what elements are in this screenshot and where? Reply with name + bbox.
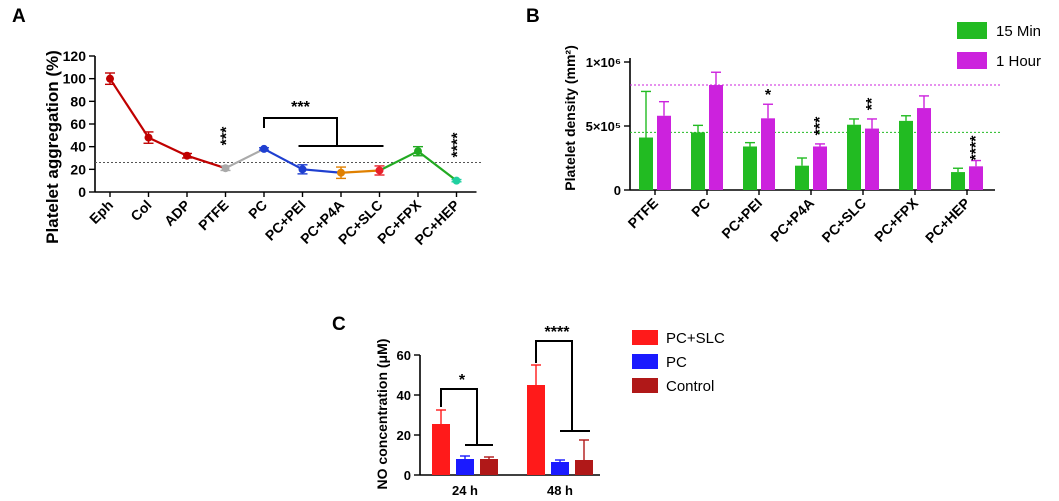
chart-b-bar xyxy=(743,146,757,190)
chart-c-bracket xyxy=(440,388,478,445)
chart-b-xtick-label: PC+SLC xyxy=(818,195,869,246)
chart-a-line-segment xyxy=(225,147,265,170)
chart-a-data-point xyxy=(414,147,422,156)
chart-b-xtick-label: PC xyxy=(688,195,713,220)
chart-b-bar xyxy=(899,120,913,190)
chart-b-bar xyxy=(847,124,861,190)
chart-b-ytick-label: 0 xyxy=(614,183,621,198)
chart-c-bar xyxy=(456,459,474,475)
chart-c-legend-label: PC xyxy=(666,354,687,371)
panel-label-c: C xyxy=(332,314,346,335)
chart-a-line-segment xyxy=(417,150,458,182)
chart-b-bar xyxy=(969,166,983,190)
chart-panel-a: Platelet aggregation (%) 0 20 40 60 80 100 120… xyxy=(43,48,482,248)
chart-b-ytick-label: 5×10⁵ xyxy=(586,119,621,134)
chart-c-legend-swatch xyxy=(632,378,658,393)
chart-b-xtick-label: PC+P4A xyxy=(767,195,817,245)
chart-a-line-segment xyxy=(263,147,304,171)
chart-c-bar xyxy=(432,424,450,475)
chart-b-bar xyxy=(657,115,671,190)
chart-b-bar xyxy=(795,165,809,190)
chart-c-ytick-label: 20 xyxy=(397,428,411,443)
chart-a-ytick-label: 80 xyxy=(70,93,86,109)
chart-b-xtick-label: PC+PEI xyxy=(718,195,765,242)
chart-b-ylabel: Platelet density (mm²) xyxy=(562,45,578,190)
chart-a-ytick-label: 20 xyxy=(70,161,86,177)
chart-a-line-segment xyxy=(340,169,380,174)
chart-c-xtick-label: 24 h xyxy=(452,483,478,498)
chart-a-data-point xyxy=(106,74,114,83)
chart-a-line-segment xyxy=(148,136,188,157)
chart-b-significance-label: ** xyxy=(864,97,881,110)
chart-a-data-point xyxy=(221,164,230,173)
chart-c-legend-swatch xyxy=(632,354,658,369)
chart-a-line-segment xyxy=(379,150,419,172)
chart-a-xtick-label: Col xyxy=(127,197,154,224)
chart-a-line-segment xyxy=(109,78,150,139)
chart-a-data-point xyxy=(298,165,307,174)
chart-c-ylabel: NO concentration (μM) xyxy=(374,339,390,490)
chart-a-data-point xyxy=(144,133,153,142)
chart-b-xtick-label: PC+HEP xyxy=(922,195,973,246)
chart-a-ytick-label: 40 xyxy=(70,139,86,155)
chart-b-bar xyxy=(917,108,931,190)
chart-a-data-point xyxy=(260,144,268,153)
chart-b-xtick-label: PTFE xyxy=(625,195,662,232)
chart-a-line-segment xyxy=(302,168,342,174)
chart-b-bar xyxy=(691,132,705,190)
chart-panel-b: Platelet density (mm²) 0 5×10⁵ 1×10⁶ PTFE PC… xyxy=(562,22,1041,246)
chart-c-bar xyxy=(575,460,593,475)
chart-b-significance-label: **** xyxy=(968,135,985,161)
chart-b-bar xyxy=(865,128,879,190)
chart-b-ytick-label: 1×10⁶ xyxy=(586,55,621,70)
chart-b-bar xyxy=(761,118,775,190)
chart-c-xtick-label: 48 h xyxy=(547,483,573,498)
chart-b-bar xyxy=(951,172,965,190)
chart-b-bar xyxy=(709,85,723,190)
chart-b-bar xyxy=(813,146,827,190)
chart-a-xtick-label: PC xyxy=(245,197,270,222)
chart-c-significance-label: **** xyxy=(545,324,571,341)
chart-c-legend-label: PC+SLC xyxy=(666,330,725,347)
chart-c-significance-label: * xyxy=(459,372,466,389)
chart-b-legend-swatch xyxy=(957,52,987,69)
chart-b-bar xyxy=(639,137,653,190)
chart-a-data-point xyxy=(375,166,384,175)
chart-a-ytick-label: 100 xyxy=(63,71,87,87)
chart-a-xtick-label: PTFE xyxy=(195,197,232,234)
panel-label-a: A xyxy=(12,6,26,27)
chart-b-legend-label: 1 Hour xyxy=(996,53,1041,70)
chart-c-ytick-label: 60 xyxy=(397,348,411,363)
chart-c-ytick-label: 0 xyxy=(404,468,411,483)
chart-c-bracket xyxy=(535,340,573,431)
chart-a-significance-label: *** xyxy=(219,126,236,145)
chart-a-ytick-label: 0 xyxy=(78,184,86,200)
chart-c-legend-label: Control xyxy=(666,378,714,395)
chart-b-xtick-label: PC+FPX xyxy=(871,194,922,245)
chart-c-bar xyxy=(527,385,545,475)
chart-c-bar xyxy=(551,462,569,475)
chart-b-legend-swatch xyxy=(957,22,987,39)
chart-a-ylabel: Platelet aggregation (%) xyxy=(43,50,62,244)
chart-a-xtick-label: Eph xyxy=(86,197,116,227)
chart-c-ytick-label: 40 xyxy=(397,388,411,403)
chart-b-significance-label: *** xyxy=(812,116,829,135)
chart-a-significance-label: *** xyxy=(291,99,310,116)
chart-a-data-point xyxy=(337,168,345,177)
chart-c-bar xyxy=(480,459,498,475)
chart-a-ytick-label: 60 xyxy=(70,116,86,132)
chart-b-legend-label: 15 Min xyxy=(996,23,1041,40)
chart-a-data-point xyxy=(183,151,191,160)
chart-b-significance-label: * xyxy=(765,87,772,104)
panel-label-b: B xyxy=(526,6,540,27)
chart-a-ytick-label: 120 xyxy=(63,48,87,64)
chart-a-xtick-label: ADP xyxy=(161,197,193,229)
chart-a-line-segment xyxy=(186,154,226,170)
chart-a-bracket xyxy=(263,117,338,146)
chart-a-data-point xyxy=(452,176,461,185)
chart-a-significance-label: **** xyxy=(450,132,467,158)
chart-c-legend-swatch xyxy=(632,330,658,345)
